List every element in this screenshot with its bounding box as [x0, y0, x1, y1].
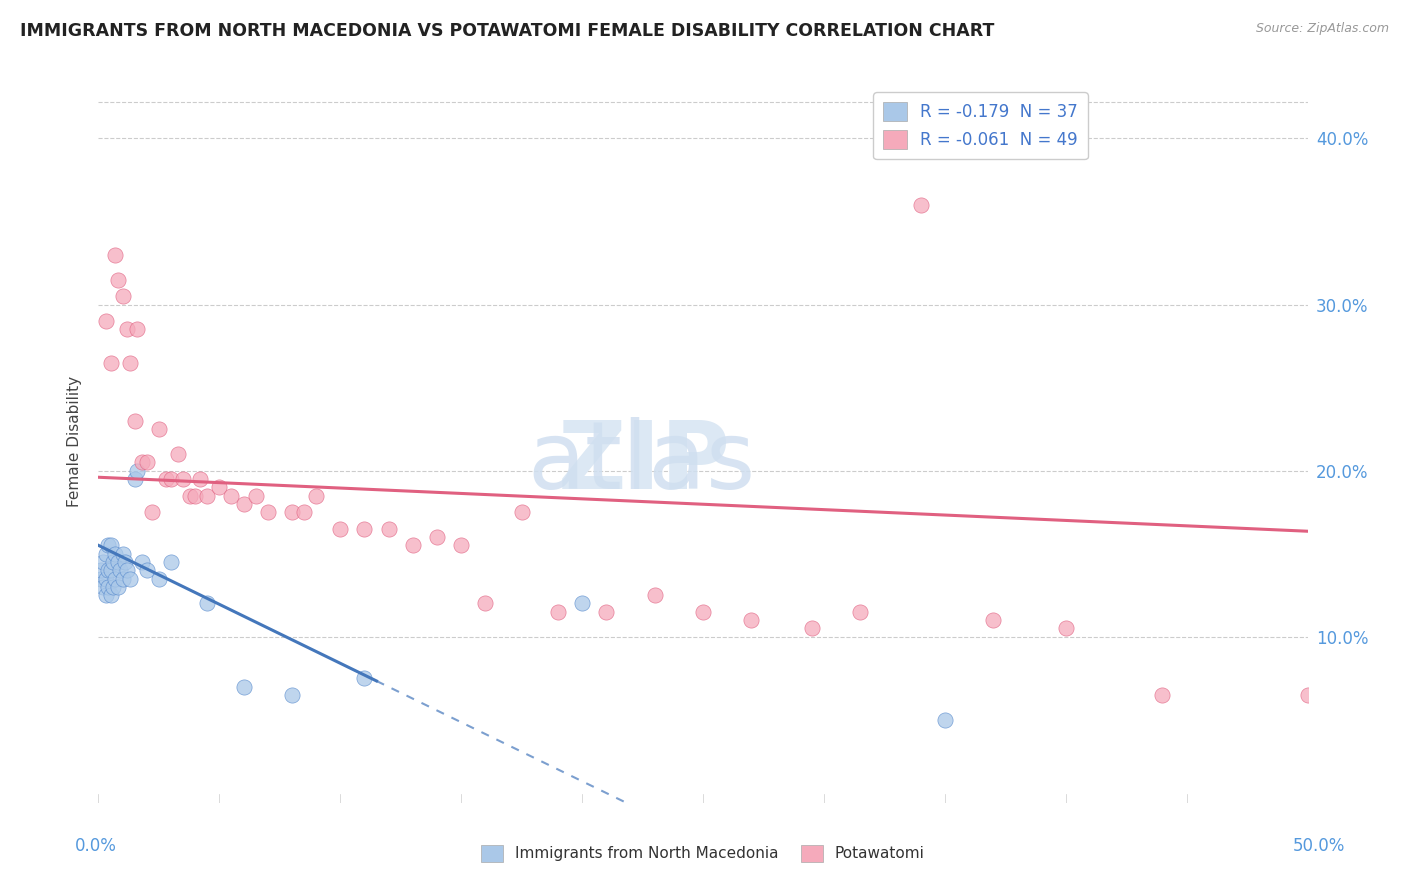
Point	[188, 472, 211, 486]
Point	[292, 505, 315, 519]
Point	[131, 455, 153, 469]
Point	[91, 580, 114, 594]
Point	[981, 613, 1004, 627]
Point	[329, 522, 352, 536]
Point	[402, 538, 425, 552]
Point	[644, 588, 666, 602]
Point	[100, 356, 122, 370]
Point	[94, 314, 117, 328]
Point	[353, 671, 375, 685]
Point	[160, 472, 183, 486]
Point	[256, 505, 278, 519]
Point	[97, 563, 120, 577]
Point	[141, 505, 163, 519]
Point	[97, 538, 120, 552]
Point	[97, 580, 120, 594]
Point	[127, 464, 149, 478]
Point	[934, 713, 956, 727]
Point	[111, 572, 134, 586]
Point	[111, 547, 134, 561]
Point	[195, 597, 218, 611]
Point	[94, 547, 117, 561]
Point	[179, 489, 201, 503]
Point	[232, 497, 254, 511]
Point	[135, 455, 157, 469]
Text: 50.0%: 50.0%	[1292, 837, 1346, 855]
Text: atlas: atlas	[527, 417, 756, 509]
Point	[107, 555, 129, 569]
Point	[108, 563, 131, 577]
Point	[740, 613, 762, 627]
Point	[426, 530, 449, 544]
Point	[595, 605, 617, 619]
Point	[90, 563, 112, 577]
Point	[107, 272, 129, 286]
Point	[111, 289, 134, 303]
Point	[849, 605, 872, 619]
Point	[1054, 621, 1077, 635]
Point	[1152, 688, 1174, 702]
Point	[94, 572, 117, 586]
Point	[1296, 688, 1319, 702]
Point	[100, 538, 122, 552]
Point	[155, 472, 177, 486]
Point	[221, 489, 243, 503]
Point	[571, 597, 593, 611]
Point	[135, 563, 157, 577]
Point	[547, 605, 569, 619]
Text: IMMIGRANTS FROM NORTH MACEDONIA VS POTAWATOMI FEMALE DISABILITY CORRELATION CHAR: IMMIGRANTS FROM NORTH MACEDONIA VS POTAW…	[20, 22, 994, 40]
Point	[232, 680, 254, 694]
Point	[107, 580, 129, 594]
Point	[100, 563, 122, 577]
Text: Source: ZipAtlas.com: Source: ZipAtlas.com	[1256, 22, 1389, 36]
Point	[474, 597, 496, 611]
Point	[104, 547, 127, 561]
Point	[124, 472, 146, 486]
Point	[245, 489, 267, 503]
Y-axis label: Female Disability: Female Disability	[67, 376, 83, 508]
Point	[172, 472, 194, 486]
Point	[195, 489, 218, 503]
Point	[117, 322, 139, 336]
Point	[90, 572, 112, 586]
Point	[118, 572, 141, 586]
Point	[800, 621, 823, 635]
Point	[377, 522, 399, 536]
Legend: Immigrants from North Macedonia, Potawatomi: Immigrants from North Macedonia, Potawat…	[475, 838, 931, 868]
Text: ZIP: ZIP	[558, 417, 731, 509]
Point	[910, 198, 932, 212]
Point	[160, 555, 183, 569]
Point	[100, 588, 122, 602]
Point	[124, 414, 146, 428]
Point	[510, 505, 533, 519]
Point	[91, 555, 114, 569]
Point	[208, 480, 231, 494]
Point	[148, 422, 170, 436]
Point	[104, 572, 127, 586]
Point	[184, 489, 207, 503]
Point	[353, 522, 375, 536]
Point	[167, 447, 190, 461]
Point	[117, 563, 139, 577]
Point	[101, 580, 124, 594]
Point	[118, 356, 141, 370]
Point	[450, 538, 472, 552]
Point	[104, 248, 127, 262]
Point	[281, 688, 304, 702]
Point	[127, 322, 149, 336]
Point	[131, 555, 153, 569]
Point	[94, 588, 117, 602]
Point	[101, 555, 124, 569]
Point	[148, 572, 170, 586]
Legend: R = -0.179  N = 37, R = -0.061  N = 49: R = -0.179 N = 37, R = -0.061 N = 49	[873, 92, 1088, 159]
Point	[114, 555, 136, 569]
Text: 0.0%: 0.0%	[75, 837, 117, 855]
Point	[281, 505, 304, 519]
Point	[305, 489, 328, 503]
Point	[692, 605, 714, 619]
